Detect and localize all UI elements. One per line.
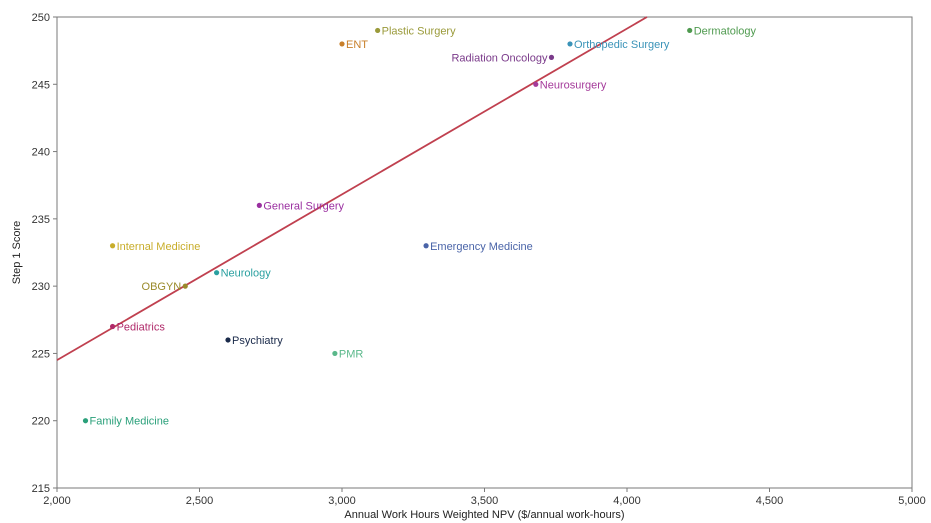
trendline-group xyxy=(56,16,648,361)
y-tick-label: 215 xyxy=(32,483,50,495)
y-tick-label: 250 xyxy=(32,12,50,24)
data-point[interactable] xyxy=(339,41,345,47)
data-point-label: Radiation Oncology xyxy=(451,52,548,64)
trendline xyxy=(56,16,648,361)
data-point-label: Dermatology xyxy=(694,25,757,37)
x-tick-label: 3,000 xyxy=(328,495,356,507)
data-point-label: Orthopedic Surgery xyxy=(574,39,670,51)
data-point[interactable] xyxy=(256,202,262,208)
data-point[interactable] xyxy=(567,41,573,47)
data-point-label: OBGYN xyxy=(142,281,182,293)
data-point[interactable] xyxy=(82,418,89,424)
data-point[interactable] xyxy=(548,54,555,60)
data-point-label: Plastic Surgery xyxy=(382,25,456,37)
data-point-label: Neurology xyxy=(221,268,272,280)
data-points: Plastic Surgery ENT Dermatology Orthopedic … xyxy=(82,25,757,428)
data-point[interactable] xyxy=(182,283,188,289)
x-axis-title: Annual Work Hours Weighted NPV ($/annual… xyxy=(344,509,624,521)
data-point-label: ENT xyxy=(346,39,368,51)
y-axis-title: Step 1 Score xyxy=(11,221,23,285)
x-tick-label: 2,500 xyxy=(186,495,214,507)
data-point[interactable] xyxy=(109,243,116,249)
data-point-label: Family Medicine xyxy=(90,416,169,428)
y-tick-label: 220 xyxy=(32,416,50,428)
data-point-label: Internal Medicine xyxy=(117,241,201,253)
data-point[interactable] xyxy=(375,27,381,34)
y-tick-label: 245 xyxy=(32,79,50,91)
x-tick-label: 3,500 xyxy=(471,495,499,507)
x-tick-label: 2,000 xyxy=(43,495,71,507)
data-point[interactable] xyxy=(687,27,693,34)
y-tick-label: 235 xyxy=(32,214,50,226)
tick-labels: 2,000 2,500 3,000 3,500 4,000 4,500 5,000 215 22… xyxy=(32,12,926,507)
axis-titles: Annual Work Hours Weighted NPV ($/annual… xyxy=(11,221,625,521)
data-point-label: Pediatrics xyxy=(117,322,166,334)
x-tick-label: 4,000 xyxy=(613,495,641,507)
x-tick-label: 4,500 xyxy=(756,495,784,507)
data-point[interactable] xyxy=(109,323,116,330)
data-point[interactable] xyxy=(332,350,338,357)
data-point-label: Neurosurgery xyxy=(540,79,607,91)
data-point[interactable] xyxy=(533,81,539,87)
data-point[interactable] xyxy=(423,243,429,249)
y-tick-label: 225 xyxy=(32,348,50,360)
data-point[interactable] xyxy=(214,270,220,276)
data-point-label: PMR xyxy=(339,348,364,360)
y-tick-label: 240 xyxy=(32,147,50,159)
data-point[interactable] xyxy=(225,337,231,343)
y-tick-label: 230 xyxy=(32,281,50,293)
data-point-label: General Surgery xyxy=(263,200,344,212)
x-tick-label: 5,000 xyxy=(898,495,926,507)
data-point-label: Psychiatry xyxy=(232,335,283,347)
data-point-label: Emergency Medicine xyxy=(430,241,533,253)
